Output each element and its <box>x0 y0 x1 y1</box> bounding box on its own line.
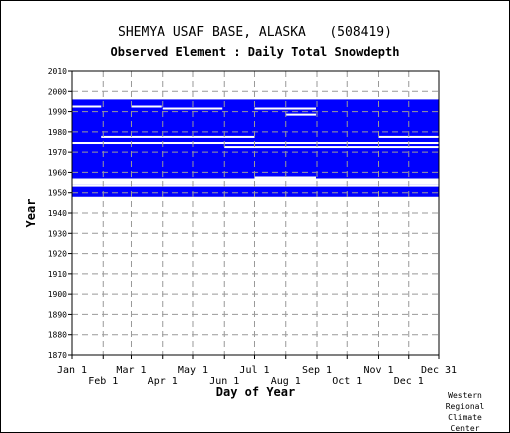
y-tick-label: 1920 <box>48 250 67 259</box>
y-tick-label: 1940 <box>48 209 67 218</box>
y-tick-label: 2000 <box>48 87 67 96</box>
credit-line: Climate <box>448 413 482 422</box>
gap-line <box>72 105 102 108</box>
grid-layer <box>72 71 439 355</box>
x-axis-label: Day of Year <box>216 385 295 399</box>
credit-line: Western <box>448 391 482 400</box>
y-tick-label: 1970 <box>48 148 67 157</box>
coverage-block <box>72 190 439 197</box>
gap-line <box>254 176 316 179</box>
x-tick-label: Oct 1 <box>332 376 362 387</box>
gap-line <box>72 184 439 187</box>
y-tick-label: 1950 <box>48 189 67 198</box>
x-tick-label: Feb 1 <box>88 376 118 387</box>
y-tick-label: 1880 <box>48 331 67 340</box>
y-tick-label: 1960 <box>48 168 67 177</box>
x-tick-label: Dec 31 <box>421 365 457 376</box>
gap-line <box>131 105 162 108</box>
chart-title: SHEMYA USAF BASE, ALASKA (508419) <box>118 25 392 40</box>
y-tick-label: 1910 <box>48 270 67 279</box>
x-tick-label: Jun 1 <box>209 376 239 387</box>
x-tick-label: Apr 1 <box>148 376 178 387</box>
x-tick-label: Mar 1 <box>116 365 146 376</box>
coverage-block <box>72 184 439 193</box>
gap-line <box>254 107 316 110</box>
x-tick-label: May 1 <box>178 365 208 376</box>
credit-block: Western Regional Climate Center <box>435 390 495 433</box>
x-tick-label: Sep 1 <box>302 365 332 376</box>
gap-line <box>162 107 223 110</box>
y-axis-label: Year <box>24 199 38 228</box>
y-tick-label: 1890 <box>48 310 67 319</box>
coverage-block <box>72 99 439 179</box>
credit-line: Regional <box>445 402 485 411</box>
gap-line <box>101 135 255 138</box>
axis-layer: 1870 1880 1890 1900 1910 1920 1930 1940 1950 1960… <box>24 67 457 399</box>
chart-subtitle: Observed Element : Daily Total Snowdepth <box>110 45 400 59</box>
x-tick-label: Jan 1 <box>57 365 87 376</box>
y-tick-label: 1990 <box>48 108 67 117</box>
y-tick-label: 1870 <box>48 351 67 360</box>
gap-line <box>285 113 316 116</box>
x-tick-label: Nov 1 <box>363 365 393 376</box>
y-tick-label: 2010 <box>48 67 67 76</box>
x-tick-label: Dec 1 <box>394 376 424 387</box>
gap-line <box>224 146 439 149</box>
y-tick-label: 1900 <box>48 290 67 299</box>
y-tick-label: 1980 <box>48 128 67 137</box>
gap-line <box>72 142 439 145</box>
x-tick-label: Jul 1 <box>239 365 269 376</box>
coverage-layer <box>72 99 439 197</box>
credit-line: Center <box>450 424 480 433</box>
x-tick-label: Aug 1 <box>271 376 301 387</box>
gap-line <box>72 180 439 183</box>
y-tick-label: 1930 <box>48 229 67 238</box>
